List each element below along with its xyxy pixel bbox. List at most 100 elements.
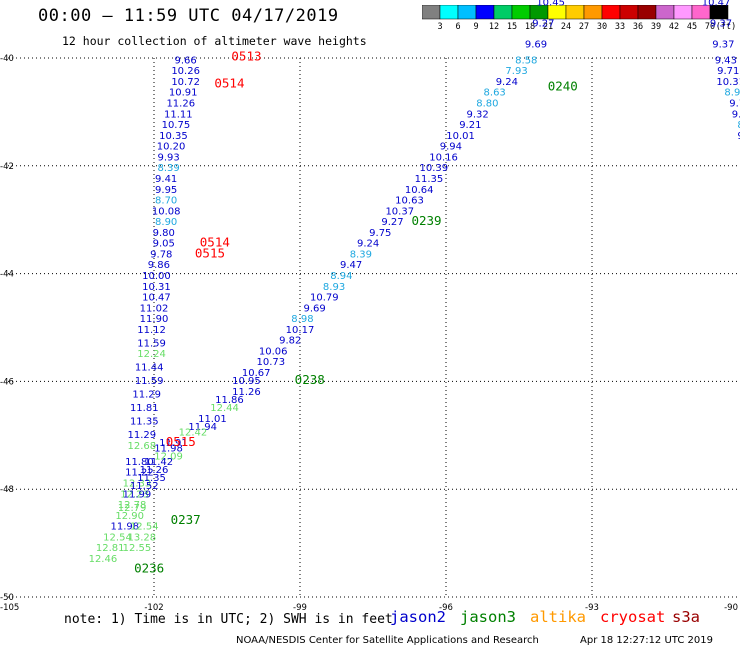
wave-height-value: 12.09 [154,452,183,463]
wave-height-value: 10.16 [429,152,458,163]
wave-height-value: 8.58 [515,55,537,66]
page-subtitle: 12 hour collection of altimeter wave hei… [62,34,367,48]
wave-height-value: 9.41 [155,174,177,185]
wave-height-value: 8.80 [476,99,498,110]
wave-height-value: 11.11 [164,109,193,120]
wave-height-value: 11.26 [166,99,195,110]
wave-height-value: 11.81 [130,403,159,414]
pass-time-label: 0514 [214,76,244,91]
color-scale-swatch [709,5,729,20]
wave-height-value: 11.94 [188,422,217,433]
lat-lon-grid [8,57,738,598]
wave-height-value: 9.78 [150,249,172,260]
color-scale-tick: 6 [455,22,461,32]
wave-height-value: 10.17 [286,325,315,336]
lon-label: -96 [439,603,453,610]
wave-height-value: 10.75 [162,120,191,131]
wave-height-value: 9.24 [496,77,518,88]
wave-height-value: 9.95 [155,185,177,196]
pass-time-labels: 0513051405140515051502400239023802370236… [134,49,578,576]
color-scale-unit: (ft) [715,22,737,32]
wave-height-value: 10.45 [536,0,565,8]
legend-item-jason2: jason2 [390,608,446,626]
wave-height-value: 8.93 [323,282,345,293]
wave-height-value: 9.69 [525,39,547,50]
wave-height-value: 9.05 [153,239,175,250]
wave-height-value: 10.01 [446,131,475,142]
wave-height-value: 11.35 [137,473,166,484]
wave-height-value: 11.59 [137,338,166,349]
color-scale-labels: 3 6 9 12 15 18 21 24 27 30 33 36 39 42 45 70 (ft) [422,22,736,34]
wave-height-value: 9.24 [357,239,379,250]
pass-time-label: 0236 [134,561,164,576]
wave-height-value: 11.42 [145,457,174,468]
pass-time-label: 0513 [231,49,261,64]
wave-height-value: 9.75 [369,228,391,239]
color-scale-tick: 18 [524,22,536,32]
wave-height-value: 8.39 [157,163,179,174]
wave-height-value: 8.39 [350,249,372,260]
wave-height-value: 9.47 [340,260,362,271]
lon-label: -105 [0,603,19,610]
wave-height-value: 12.81 [96,543,125,554]
pass-time-label: 0237 [171,512,201,527]
wave-height-value: 11.90 [140,314,169,325]
lon-label: -90 [724,603,738,610]
wave-height-value: 9.37 [710,18,732,29]
wave-height-value: 9.66 [175,55,197,66]
wave-height-value: 11.44 [135,363,164,374]
wave-height-value: 9.71 [717,66,739,77]
color-scale-tick: 42 [668,22,680,32]
wave-height-value: 10.47 [702,0,731,8]
wave-height-value: 10.47 [142,293,171,304]
wave-readings: 9.6610.2610.7210.9111.2611.1110.7510.351… [89,0,740,565]
wave-height-value: 12.54 [130,522,159,533]
wave-height-value: 9.93 [157,152,179,163]
footer-credit: NOAA/NESDIS Center for Satellite Applica… [236,635,539,646]
lat-label: -50 [0,593,14,603]
wave-height-value: 10.08 [152,206,181,217]
wave-height-value: 12.46 [89,554,118,565]
wave-height-value: 11.86 [215,395,244,406]
wave-height-value: 9.86 [148,260,170,271]
wave-height-value: 9.27 [381,217,403,228]
wave-height-value: 12.55 [123,543,152,554]
wave-height-value: 10.72 [171,77,200,88]
lon-label: -102 [144,603,163,610]
pass-time-label: 0515 [195,245,225,260]
pass-time-label: 0238 [295,372,325,387]
wave-height-value: 10.20 [157,142,186,153]
wave-height-value: 7.93 [505,66,527,77]
wave-height-value: 12.79 [118,503,147,514]
wave-height-value: 10.73 [256,357,285,368]
lon-label: -93 [585,603,599,610]
wave-height-value: 10.31 [716,77,740,88]
wave-height-value: 8.94 [330,271,352,282]
wave-height-value: 8.98 [291,314,313,325]
color-scale-tick: 30 [596,22,608,32]
pass-time-label: 0239 [411,213,441,228]
wave-height-value: 9.6 [737,131,740,142]
wave-height-value: 11.35 [130,417,159,428]
wave-height-value: 11.22 [125,468,154,479]
color-scale-tick: 9 [473,22,479,32]
wave-height-value: 9.43 [715,55,737,66]
wave-height-value: 12.24 [137,349,166,360]
color-scale-tick: 36 [632,22,644,32]
lat-label: -46 [0,377,14,387]
color-scale-tick: 12 [488,22,500,32]
wave-height-value: 9.69 [303,303,325,314]
wave-height-value: 9.32 [467,109,489,120]
wave-height-value: 10.35 [159,131,188,142]
wave-height-value: 9.80 [153,228,175,239]
wave-height-value: 9.27 [532,18,554,29]
wave-height-value: 10.95 [232,376,261,387]
wave-height-value: 11.98 [154,443,183,454]
wave-height-value: 10.00 [142,271,171,282]
wave-height-value: 11.02 [140,303,169,314]
axis-labels: -40 -42 -44 -46 -48 -50-105 -102 -99 -96 -93 -90 [0,54,738,610]
wave-height-value: 8.70 [155,196,177,207]
note-text: note: 1) Time is in UTC; 2) SWH is in fe… [64,612,393,627]
pass-time-label: 0240 [548,78,578,93]
wave-height-map: -40 -42 -44 -46 -48 -50-105 -102 -99 -96 -93 -90 9… [0,0,740,610]
